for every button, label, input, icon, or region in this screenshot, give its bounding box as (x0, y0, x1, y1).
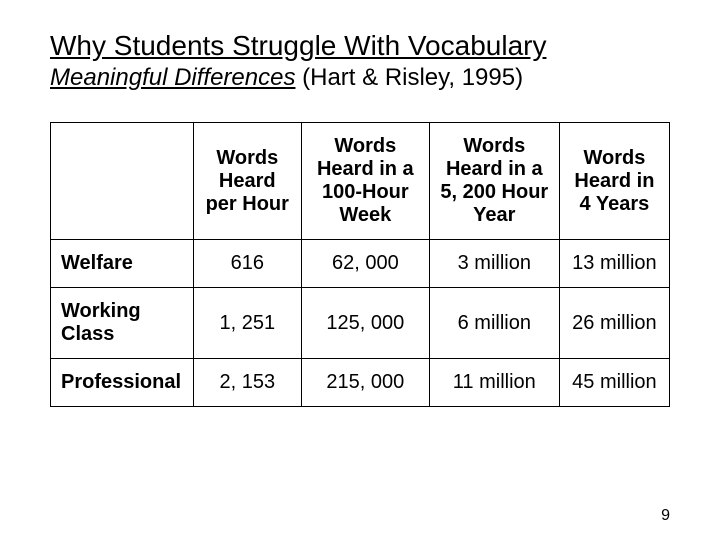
row-label: Welfare (51, 240, 194, 288)
citation-text: (Hart & Risley, 1995) (295, 64, 523, 91)
header-col-3: Words Heard in a 5, 200 Hour Year (429, 123, 559, 240)
table-cell: 1, 251 (193, 288, 301, 359)
page-number: 9 (661, 507, 670, 525)
subtitle-italic-text: Meaningful Differences (50, 64, 295, 91)
vocabulary-table: Words Heard per Hour Words Heard in a 10… (50, 122, 670, 407)
row-label: Working Class (51, 288, 194, 359)
header-col-1: Words Heard per Hour (193, 123, 301, 240)
header-col-2: Words Heard in a 100-Hour Week (301, 123, 429, 240)
table-cell: 3 million (429, 240, 559, 288)
table-cell: 11 million (429, 359, 559, 407)
table-cell: 6 million (429, 288, 559, 359)
row-label: Professional (51, 359, 194, 407)
table-cell: 125, 000 (301, 288, 429, 359)
table-cell: 26 million (559, 288, 669, 359)
slide-title: Why Students Struggle With Vocabulary (50, 30, 670, 62)
slide-subtitle: Meaningful Differences (Hart & Risley, 1… (50, 64, 670, 92)
table-cell: 2, 153 (193, 359, 301, 407)
table-row: Working Class 1, 251 125, 000 6 million … (51, 288, 670, 359)
table-cell: 215, 000 (301, 359, 429, 407)
table-cell: 616 (193, 240, 301, 288)
table-header-row: Words Heard per Hour Words Heard in a 10… (51, 123, 670, 240)
header-col-4: Words Heard in 4 Years (559, 123, 669, 240)
header-empty (51, 123, 194, 240)
table-cell: 13 million (559, 240, 669, 288)
table-row: Professional 2, 153 215, 000 11 million … (51, 359, 670, 407)
table-cell: 45 million (559, 359, 669, 407)
table-row: Welfare 616 62, 000 3 million 13 million (51, 240, 670, 288)
table-cell: 62, 000 (301, 240, 429, 288)
